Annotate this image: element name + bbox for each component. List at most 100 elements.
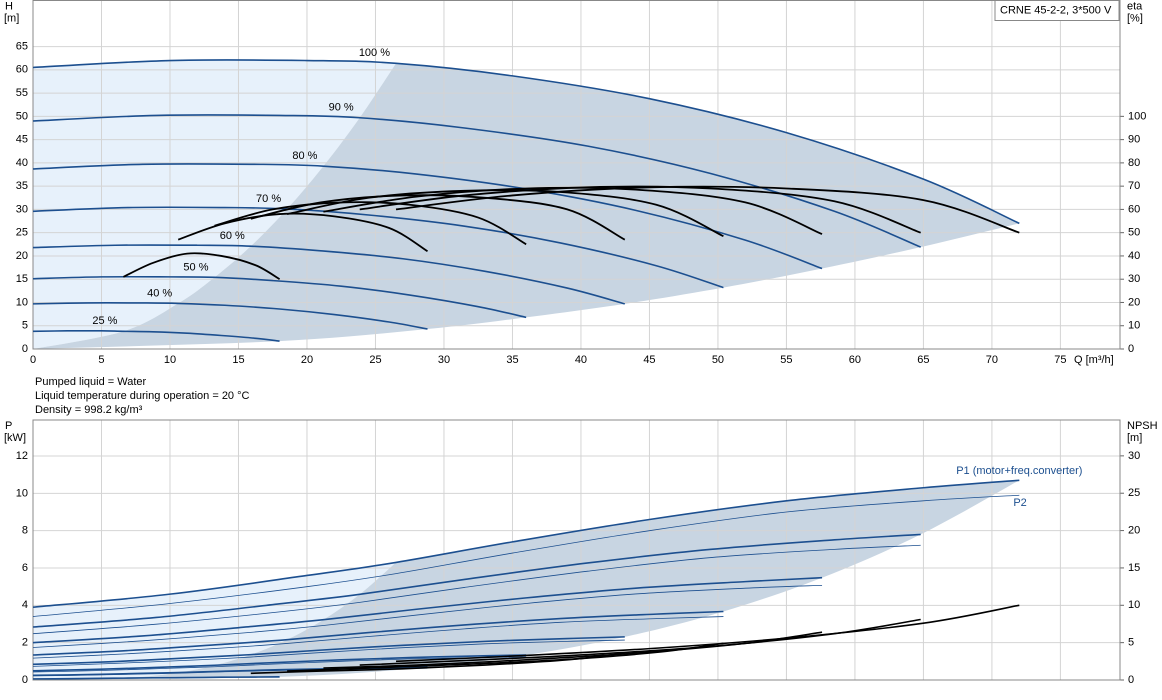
y-tick-label: 60: [16, 64, 28, 76]
curve: [32, 494, 1020, 617]
secondary-curve: [123, 252, 281, 280]
y2-tick-label: 25: [1128, 487, 1140, 499]
secondary-curve: [250, 652, 625, 675]
x-tick-label: 65: [917, 354, 929, 366]
x-tick-label: 15: [232, 354, 244, 366]
curve-label: 70 %: [256, 193, 281, 205]
y2-tick-label: 30: [1128, 450, 1140, 462]
secondary-curve: [395, 185, 1020, 234]
curve: [32, 616, 724, 659]
y-tick-label: 45: [16, 134, 28, 146]
y2-tick-label: 80: [1128, 157, 1140, 169]
y-tick-label: 30: [16, 203, 28, 215]
secondary-curve: [323, 631, 823, 669]
y-tick-label: 6: [22, 562, 28, 574]
x-tick-label: 75: [1054, 354, 1066, 366]
curve: [32, 206, 724, 289]
curve: [32, 636, 625, 666]
y2-tick-label: 0: [1128, 343, 1134, 355]
curve: [32, 114, 921, 248]
curve-label: 100 %: [359, 47, 390, 59]
y-tick-label: 5: [22, 320, 28, 332]
y-axis-label: H: [5, 0, 13, 12]
y-axis-label: P: [5, 420, 12, 432]
y2-tick-label: 50: [1128, 227, 1140, 239]
y-tick-label: 65: [16, 40, 28, 52]
secondary-curve: [177, 212, 429, 253]
y-tick-label: 4: [22, 599, 28, 611]
x-tick-label: 0: [30, 354, 36, 366]
curve: [32, 275, 527, 319]
x-tick-label: 35: [506, 354, 518, 366]
secondary-curve: [287, 642, 724, 672]
curve-label: 25 %: [92, 315, 117, 327]
curve-label: 90 %: [329, 102, 354, 114]
y2-tick-label: 5: [1128, 637, 1134, 649]
plot-frame: [32, 419, 1121, 681]
curve: [32, 676, 280, 680]
y-tick-label: 12: [16, 450, 28, 462]
y2-tick-label: 60: [1128, 203, 1140, 215]
secondary-curve: [286, 189, 724, 237]
curve-label: 40 %: [147, 287, 172, 299]
y-tick-label: 2: [22, 637, 28, 649]
y-tick-label: 50: [16, 110, 28, 122]
x-tick-label: 55: [780, 354, 792, 366]
curve-label: 80 %: [292, 150, 317, 162]
y-tick-label: 8: [22, 525, 28, 537]
y-axis-unit: [m]: [4, 12, 19, 24]
curve-label: 50 %: [183, 261, 208, 273]
secondary-curve: [214, 201, 527, 246]
operating-region: [33, 63, 1020, 349]
y-tick-label: 0: [22, 343, 28, 355]
y2-tick-label: 0: [1128, 674, 1134, 686]
curve: [32, 639, 625, 667]
curve: [32, 584, 823, 648]
curve-label: P1 (motor+freq.converter): [956, 465, 1082, 477]
y2-tick-label: 20: [1128, 296, 1140, 308]
y-tick-label: 10: [16, 487, 28, 499]
curve: [32, 244, 626, 305]
x-tick-label: 60: [849, 354, 861, 366]
note: Pumped liquid = Water: [35, 376, 147, 388]
note: Liquid temperature during operation = 20…: [35, 390, 250, 402]
x-axis-label: Q [m³/h]: [1074, 354, 1114, 366]
x-tick-label: 45: [643, 354, 655, 366]
y2-tick-label: 90: [1128, 134, 1140, 146]
x-tick-label: 25: [369, 354, 381, 366]
plot-frame: [32, 0, 1121, 350]
x-tick-label: 5: [98, 354, 104, 366]
curve: [32, 544, 921, 635]
y2-axis-label: eta: [1127, 0, 1143, 12]
y2-tick-label: 100: [1128, 110, 1146, 122]
y2-axis-label: NPSH: [1127, 420, 1158, 432]
curve: [32, 329, 280, 342]
secondary-curve: [323, 186, 823, 235]
y2-axis-unit: [m]: [1127, 432, 1142, 444]
y-axis-unit: [kW]: [4, 432, 26, 444]
x-tick-label: 40: [575, 354, 587, 366]
y2-axis-unit: [%]: [1127, 12, 1143, 24]
curve-label: 60 %: [220, 230, 245, 242]
y2-tick-label: 15: [1128, 562, 1140, 574]
y-tick-label: 15: [16, 273, 28, 285]
y2-tick-label: 10: [1128, 599, 1140, 611]
x-tick-label: 50: [712, 354, 724, 366]
y-tick-label: 25: [16, 227, 28, 239]
y-tick-label: 55: [16, 87, 28, 99]
y2-tick-label: 10: [1128, 320, 1140, 332]
curve: [32, 302, 428, 330]
x-tick-label: 30: [438, 354, 450, 366]
y-tick-label: 35: [16, 180, 28, 192]
y2-tick-label: 30: [1128, 273, 1140, 285]
model-label: CRNE 45-2-2, 3*500 V: [1000, 4, 1112, 16]
y2-tick-label: 40: [1128, 250, 1140, 262]
secondary-curve: [359, 618, 921, 666]
curve: [32, 610, 724, 656]
x-tick-label: 20: [301, 354, 313, 366]
curve-label: P2: [1013, 497, 1026, 509]
y2-tick-label: 20: [1128, 524, 1140, 536]
y-tick-label: 10: [16, 296, 28, 308]
curve: [32, 479, 1020, 609]
